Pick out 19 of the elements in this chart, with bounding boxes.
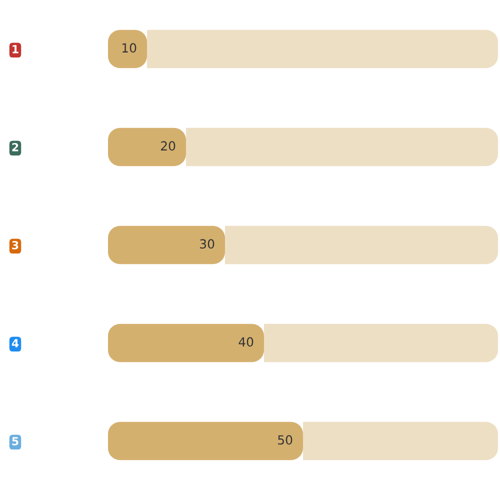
y-tick-label: 1 (12, 45, 18, 54)
data-label: 50 (278, 435, 292, 445)
data-label: 10 (122, 43, 136, 53)
bar (108, 128, 186, 166)
bar (108, 226, 225, 264)
y-tick-label: 5 (12, 437, 18, 446)
bar (108, 324, 264, 362)
bar (108, 422, 303, 460)
y-tick-label: 2 (12, 142, 18, 152)
bar (225, 226, 498, 264)
bar (186, 128, 498, 166)
bar (147, 30, 498, 68)
data-label: 40 (238, 337, 254, 347)
data-label: 30 (200, 239, 214, 249)
bar (264, 324, 498, 362)
y-tick-label: 3 (12, 240, 18, 250)
y-tick-label: 4 (12, 339, 19, 348)
data-label: 20 (161, 141, 176, 151)
bar (303, 422, 498, 460)
